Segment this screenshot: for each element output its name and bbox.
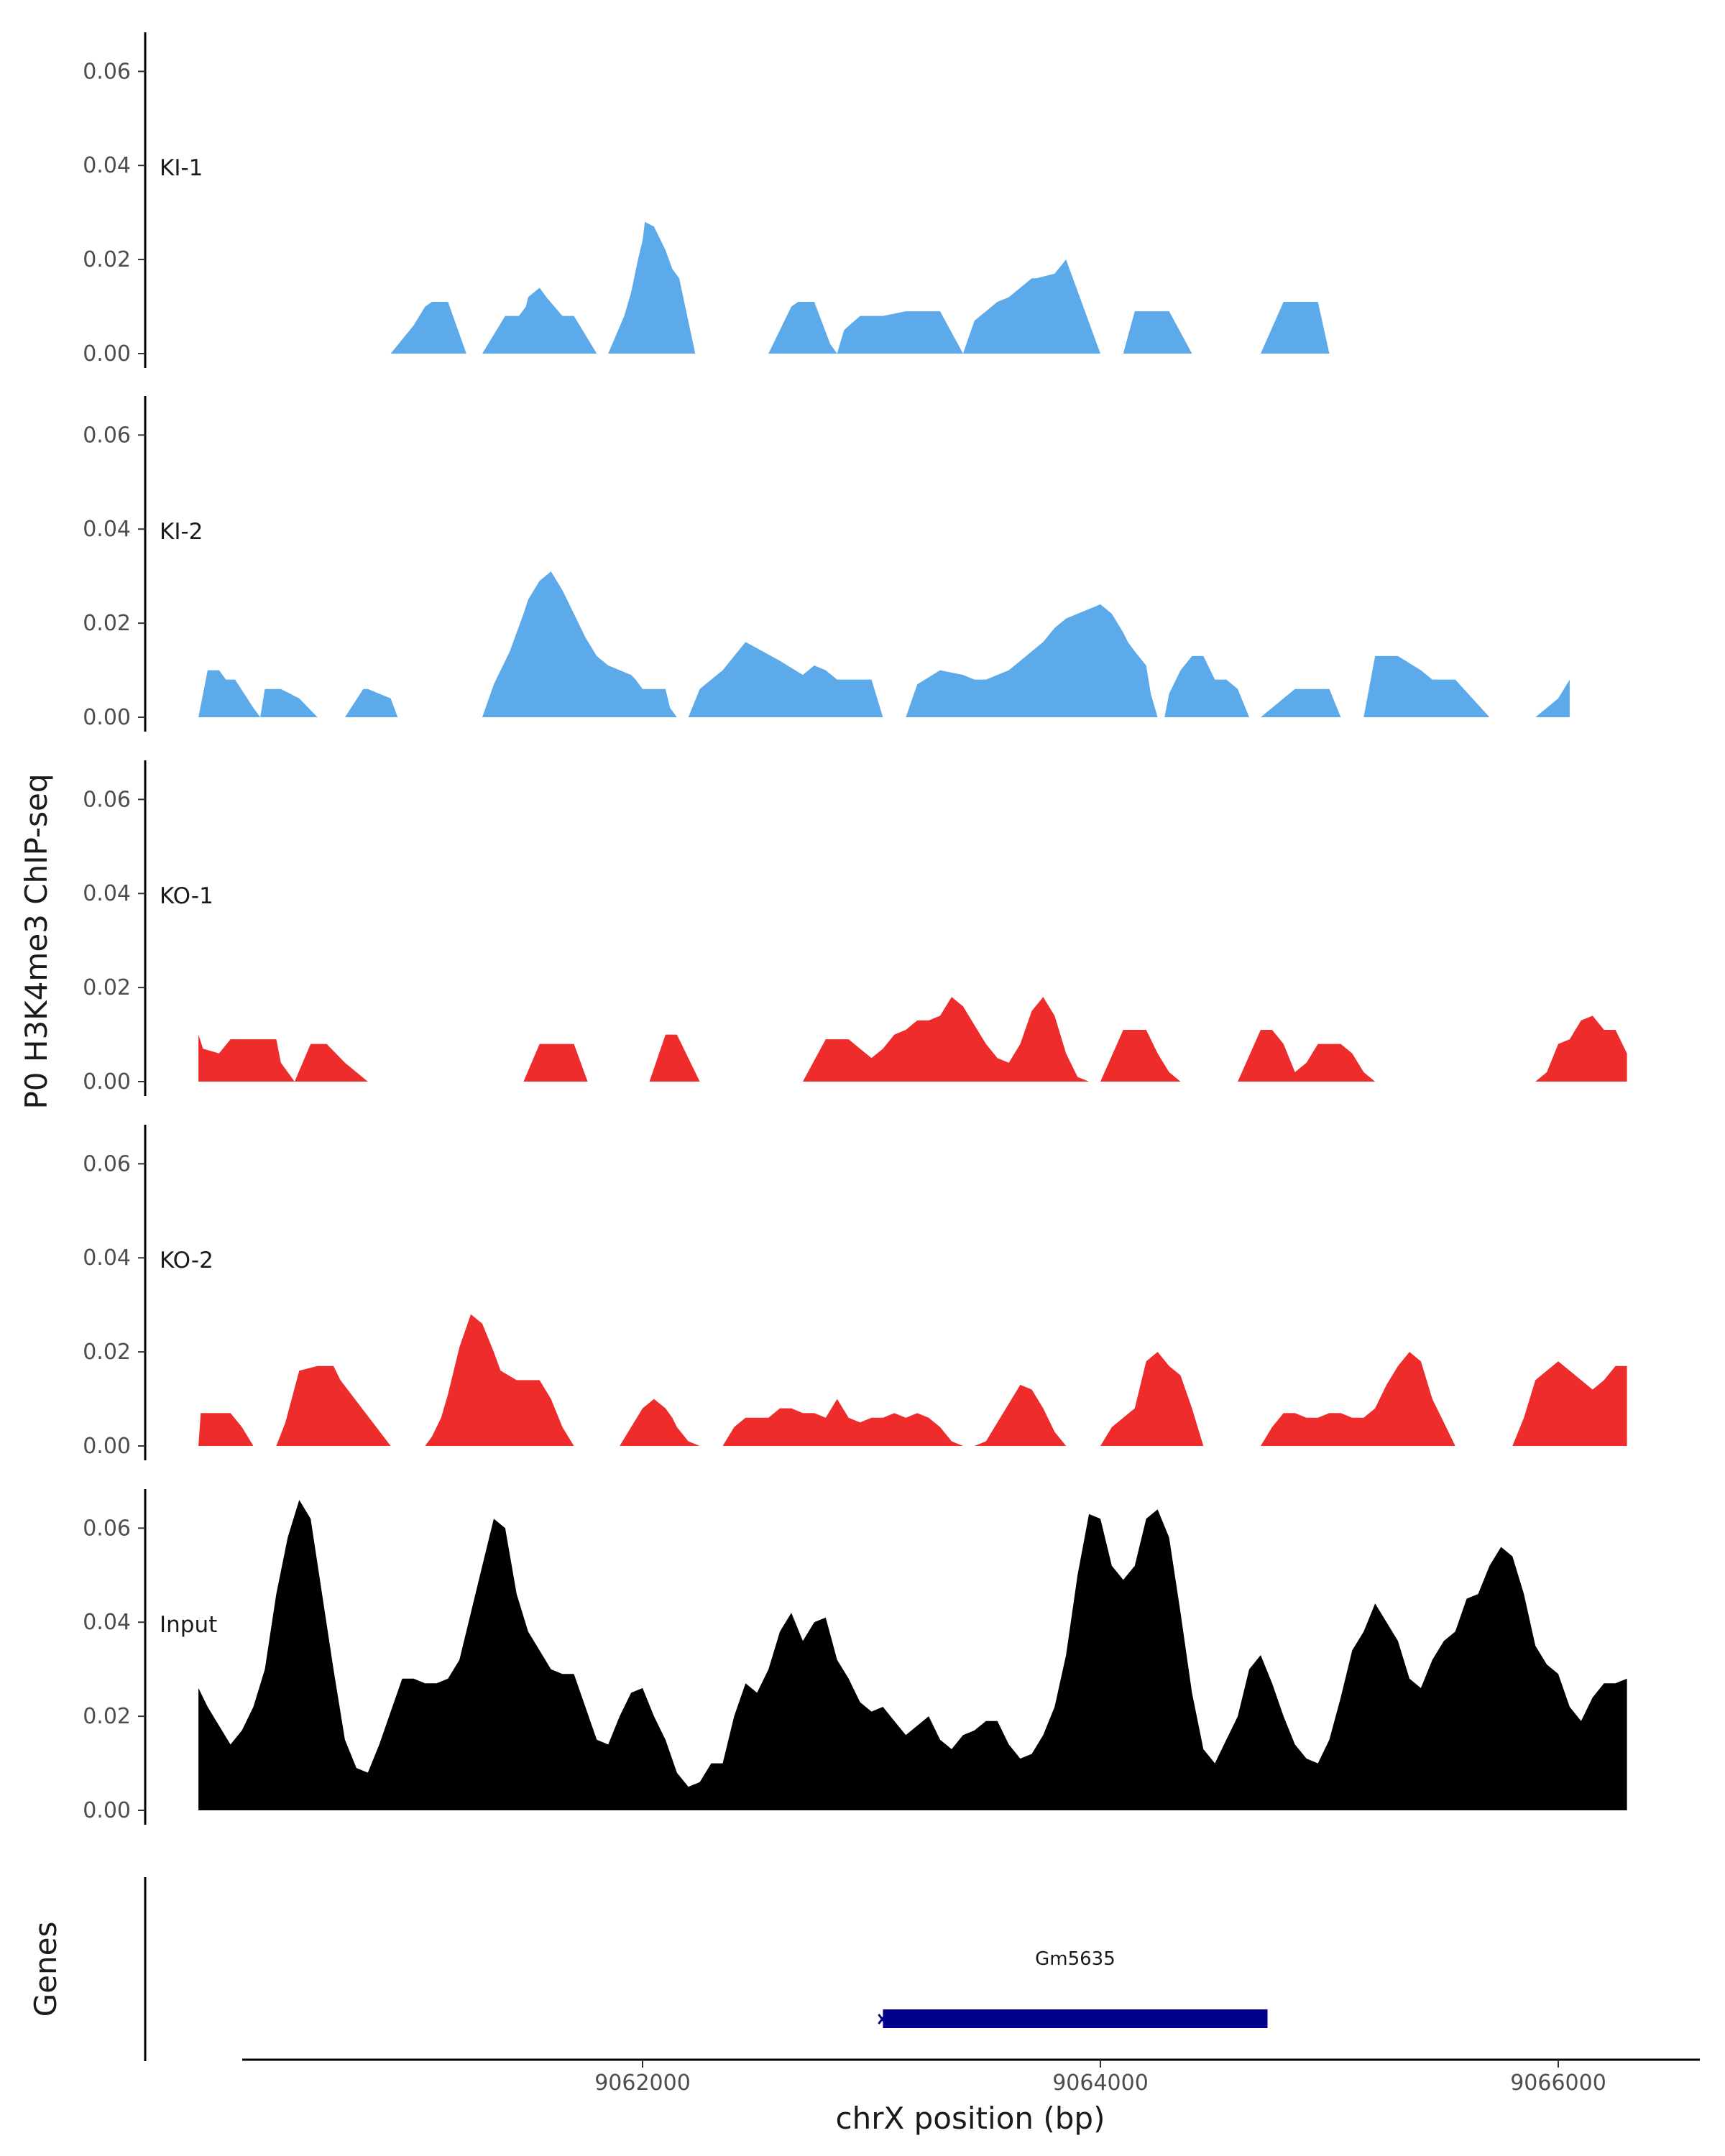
y-tick-label: 0.02 (83, 1704, 131, 1729)
x-tick-label: 9064000 (1052, 2070, 1149, 2096)
x-axis-ticks: 9062000 9064000 9066000 (594, 2060, 1606, 2096)
y-tick-label: 0.04 (83, 881, 131, 906)
y-tick-label: 0.04 (83, 1610, 131, 1635)
y-tick-label: 0.04 (83, 517, 131, 542)
y-tick-label: 0.00 (83, 1069, 131, 1095)
gene-body (883, 2009, 1268, 2028)
track-panels: 0.00 0.02 0.04 0.06 KI-1 0.00 0.02 0.04 0.06 KI-2… (83, 32, 1627, 1825)
track-panel-ko-2: 0.00 0.02 0.04 0.06 KO-2 (83, 1125, 1627, 1460)
track-label: KI-2 (160, 519, 203, 545)
x-tick-label: 9062000 (594, 2070, 691, 2096)
track-panel-ko-1: 0.00 0.02 0.04 0.06 KO-1 (83, 760, 1627, 1096)
y-tick-label: 0.06 (83, 1516, 131, 1541)
y-tick-label: 0.00 (83, 1798, 131, 1823)
y-tick-label: 0.00 (83, 705, 131, 730)
coverage-area-input (198, 1500, 1627, 1810)
track-panel-ki-1: 0.00 0.02 0.04 0.06 KI-1 (83, 32, 1330, 368)
track-label: Input (160, 1612, 217, 1638)
y-tick-label: 0.00 (83, 341, 131, 367)
track-label: KO-2 (160, 1248, 213, 1273)
coverage-area-ki-2 (198, 571, 1570, 717)
y-tick-label: 0.04 (83, 1245, 131, 1271)
gene-name-label: Gm5635 (1035, 1948, 1116, 1970)
gene-panel-title: Genes (28, 1922, 63, 2017)
strand-marker (878, 2014, 887, 2024)
y-tick-label: 0.06 (83, 1151, 131, 1176)
coverage-area-ko-2 (198, 1314, 1627, 1446)
y-tick-label: 0.06 (83, 59, 131, 84)
track-label: KI-1 (160, 155, 203, 181)
y-tick-label: 0.00 (83, 1434, 131, 1459)
x-tick-label: 9066000 (1510, 2070, 1606, 2096)
y-axis-title: P0 H3K4me3 ChIP-seq (19, 773, 54, 1109)
gene-model: Gm5635 (878, 1948, 1268, 2028)
y-tick-label: 0.02 (83, 247, 131, 272)
y-tick-label: 0.02 (83, 611, 131, 636)
gene-items: Gm5635 (878, 1948, 1268, 2028)
x-axis-title: chrX position (bp) (836, 2101, 1105, 2136)
track-label: KO-1 (160, 883, 213, 909)
track-panel-ki-2: 0.00 0.02 0.04 0.06 KI-2 (83, 396, 1570, 732)
y-tick-label: 0.06 (83, 423, 131, 448)
y-tick-label: 0.02 (83, 1340, 131, 1365)
y-tick-label: 0.04 (83, 153, 131, 178)
x-axis: 9062000 9064000 9066000 chrX position (bp) (242, 2058, 1700, 2136)
gene-panel: Genes Gm5635 (28, 1877, 1268, 2061)
y-tick-label: 0.02 (83, 975, 131, 1000)
y-tick-label: 0.06 (83, 787, 131, 812)
track-panel-input: 0.00 0.02 0.04 0.06 Input (83, 1489, 1627, 1825)
coverage-area-ko-1 (198, 997, 1627, 1082)
coverage-area-ki-1 (390, 221, 1330, 354)
